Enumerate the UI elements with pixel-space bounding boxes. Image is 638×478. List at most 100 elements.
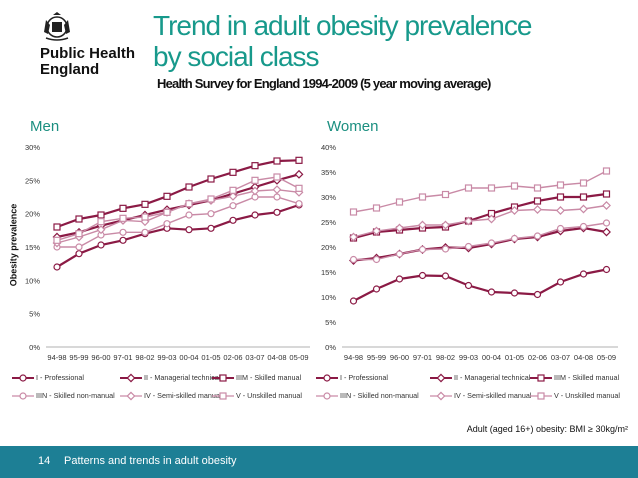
legend-swatch-icon [430, 391, 452, 401]
women-series-line [352, 268, 607, 302]
women-data-point [533, 232, 542, 240]
women-data-point [487, 214, 496, 224]
men-data-point [163, 220, 171, 228]
men-data-point [119, 228, 127, 236]
women-x-tick-label: 99-03 [459, 353, 478, 362]
men-data-point [97, 218, 105, 226]
men-x-tick-label: 98-02 [135, 353, 154, 362]
men-data-point [228, 191, 238, 201]
men-legend-item: II - Managerial technical [120, 373, 220, 383]
women-legend-label: IIIM - Skilled manual [554, 373, 620, 382]
definition-note: Adult (aged 16+) obesity: BMI ≥ 30kg/m² [466, 424, 628, 434]
women-y-tick-label: 25% [321, 218, 336, 227]
women-y-tick-label: 20% [321, 243, 336, 252]
men-data-point [251, 211, 259, 219]
women-data-point [418, 220, 427, 230]
men-data-point [295, 156, 303, 164]
men-x-tick-label: 05-09 [289, 353, 308, 362]
women-data-point [602, 167, 611, 175]
men-legend-label: I - Professional [36, 373, 84, 382]
women-data-point [441, 220, 450, 230]
women-series-line [353, 170, 607, 213]
women-data-point [579, 179, 588, 187]
women-data-point [510, 182, 519, 190]
men-data-point [75, 230, 83, 238]
women-data-point [464, 216, 473, 226]
women-x-tick-label: 96-00 [390, 353, 409, 362]
men-legend-item: V - Unskilled manual [212, 391, 302, 401]
logo-line-2: England [40, 61, 100, 78]
women-data-point [349, 208, 358, 216]
legend-marker-icon [19, 374, 27, 382]
women-legend-label: I - Professional [340, 373, 388, 382]
men-series-line [56, 159, 300, 229]
women-data-point [372, 226, 381, 236]
women-y-tick-label: 15% [321, 268, 336, 277]
men-x-tick-label: 03-07 [245, 353, 264, 362]
women-x-tick-label: 95-99 [367, 353, 386, 362]
men-legend-label: IIIN - Skilled non-manual [36, 391, 115, 400]
women-data-point [487, 288, 496, 296]
women-x-tick-label: 03-07 [551, 353, 570, 362]
legend-marker-icon [537, 374, 545, 382]
men-data-point [207, 195, 215, 203]
men-data-point [273, 157, 281, 165]
men-x-tick-label: 01-05 [201, 353, 220, 362]
women-y-tick-label: 10% [321, 293, 336, 302]
legend-swatch-icon [12, 392, 34, 400]
title-line-1: Trend in adult obesity prevalence [153, 10, 532, 41]
women-data-point [395, 198, 404, 206]
women-series [349, 219, 611, 264]
men-y-tick-label: 15% [25, 243, 40, 252]
legend-marker-icon [537, 392, 545, 400]
men-series [53, 193, 303, 251]
legend-swatch-icon [120, 373, 142, 383]
men-data-point [119, 236, 127, 244]
legend-swatch-icon [316, 392, 338, 400]
women-series [349, 190, 611, 242]
women-data-point [418, 245, 427, 254]
women-data-point [510, 289, 519, 297]
men-data-point [229, 202, 237, 210]
women-data-point [372, 285, 381, 293]
women-data-point [602, 219, 611, 227]
women-legend-item: I - Professional [316, 373, 388, 383]
legend-marker-icon [19, 392, 27, 400]
page-subtitle: Health Survey for England 1994-2009 (5 y… [157, 76, 491, 91]
women-data-point [418, 271, 427, 280]
women-legend-item: II - Managerial technical [430, 373, 530, 383]
men-data-point [273, 173, 281, 181]
legend-marker-icon [126, 373, 136, 383]
women-x-tick-label: 01-05 [505, 353, 524, 362]
men-series [53, 201, 303, 271]
women-y-tick-label: 0% [325, 343, 336, 352]
men-series-line [57, 196, 300, 248]
men-y-tick-label: 30% [25, 143, 40, 152]
women-data-point [602, 265, 611, 274]
legend-swatch-icon [212, 374, 234, 382]
footer-text: Patterns and trends in adult obesity [64, 455, 237, 467]
women-legend-label: IV - Semi-skilled manual [454, 391, 532, 400]
footer-bar: 14 Patterns and trends in adult obesity [0, 446, 638, 478]
women-data-point [579, 222, 588, 231]
legend-marker-icon [323, 374, 331, 382]
men-series [53, 156, 303, 231]
women-data-point [602, 227, 611, 237]
men-data-point [96, 225, 106, 235]
men-legend-item: IIIM - Skilled manual [212, 373, 301, 383]
men-data-point [141, 228, 149, 236]
women-x-tick-label: 94-98 [344, 353, 363, 362]
women-data-point [602, 201, 611, 210]
women-series-line [353, 204, 607, 238]
men-data-point [273, 208, 281, 216]
men-data-point [294, 169, 304, 179]
women-y-tick-label: 30% [321, 193, 336, 202]
legend-swatch-icon [212, 392, 234, 400]
women-legend-label: II - Managerial technical [454, 373, 531, 382]
women-x-tick-label: 02-06 [528, 353, 547, 362]
logo-line-1: Public Health [40, 45, 136, 62]
men-data-point [53, 263, 61, 271]
legend-swatch-icon [12, 374, 34, 382]
